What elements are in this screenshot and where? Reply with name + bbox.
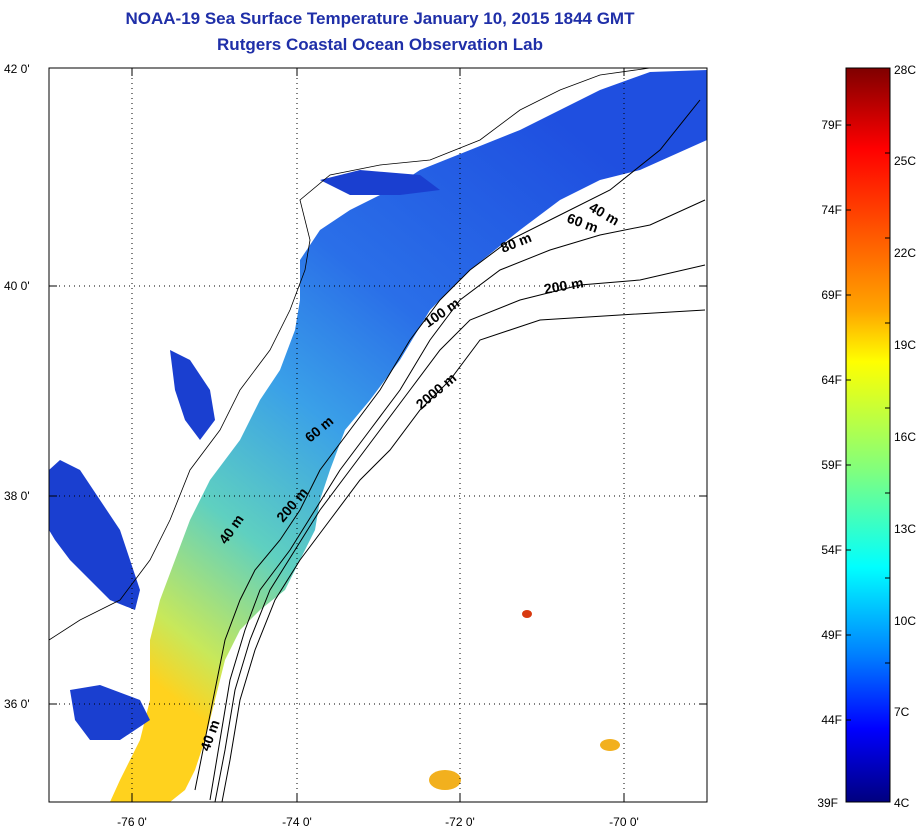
colorbar-celsius-label: 4C [894, 796, 910, 810]
colorbar-celsius-label: 25C [894, 154, 916, 168]
colorbar-scale [845, 67, 891, 803]
long-island-sound [320, 170, 440, 195]
colorbar-fahrenheit-label: 69F [821, 288, 842, 302]
sst-field [49, 68, 707, 802]
colorbar-fahrenheit-label: 39F [817, 796, 838, 810]
colorbar-celsius-label: 28C [894, 63, 916, 77]
lon-label: -76 0' [117, 815, 147, 829]
isobath-label: 2000 m [413, 370, 460, 413]
coastline [49, 68, 651, 641]
chesapeake-bay [49, 460, 140, 610]
warm-patch [600, 739, 620, 751]
colorbar-fahrenheit-label: 79F [821, 118, 842, 132]
lon-label: -74 0' [282, 815, 312, 829]
colorbar-fahrenheit-label: 49F [821, 628, 842, 642]
shelf-water [110, 70, 707, 802]
colorbar: 28C 25C 22C 19C 16C 13C 10C 7C 4C 79F 74… [817, 63, 916, 810]
colorbar-fahrenheit-label: 64F [821, 373, 842, 387]
colorbar-fahrenheit-label: 54F [821, 543, 842, 557]
lat-label: 42 0' [4, 62, 30, 76]
pamlico-sound [70, 685, 150, 740]
map-ticks [49, 68, 707, 802]
isobaths [194, 99, 706, 802]
map-title: NOAA-19 Sea Surface Temperature January … [125, 9, 635, 28]
colorbar-fahrenheit-label: 44F [821, 713, 842, 727]
map-frame [48, 67, 708, 803]
colorbar-celsius-label: 22C [894, 246, 916, 260]
colorbar-fahrenheit-label: 74F [821, 203, 842, 217]
delaware-bay [170, 350, 215, 440]
warm-patch [429, 770, 461, 790]
map-subtitle: Rutgers Coastal Ocean Observation Lab [217, 35, 543, 54]
lon-label: -70 0' [609, 815, 639, 829]
colorbar-celsius-label: 19C [894, 338, 916, 352]
lat-label: 36 0' [4, 697, 30, 711]
lon-label: -72 0' [445, 815, 475, 829]
colorbar-celsius-label: 13C [894, 522, 916, 536]
lat-label: 38 0' [4, 489, 30, 503]
colorbar-celsius-label: 16C [894, 430, 916, 444]
isobath-label: 200 m [543, 274, 585, 297]
colorbar-fahrenheit-label: 59F [821, 458, 842, 472]
colorbar-celsius-label: 10C [894, 614, 916, 628]
warm-patch [522, 610, 532, 618]
lat-label: 40 0' [4, 279, 30, 293]
colorbar-celsius-label: 7C [894, 705, 910, 719]
